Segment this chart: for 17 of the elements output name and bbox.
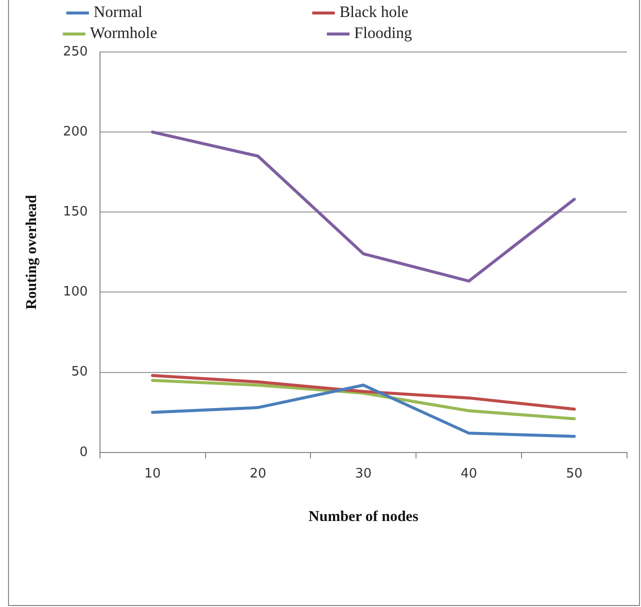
- legend-label: Flooding: [354, 25, 580, 42]
- y-tick-label: 100: [62, 284, 88, 300]
- y-tick-label: 200: [62, 124, 88, 140]
- x-tick-label: 40: [460, 466, 478, 482]
- x-tick-label: 30: [355, 466, 372, 482]
- y-tick-label: 150: [62, 204, 88, 220]
- y-tick-label: 0: [80, 444, 88, 460]
- x-tick-label: 10: [144, 466, 161, 482]
- legend-label: Wormhole: [90, 25, 326, 42]
- y-axis-title: Routing overhead: [24, 194, 40, 310]
- y-tick-label: 250: [62, 44, 88, 60]
- x-tick-label: 20: [250, 466, 266, 482]
- legend-label: Normal: [94, 4, 311, 22]
- x-axis-title: Number of nodes: [308, 508, 418, 525]
- x-tick-label: 50: [566, 466, 583, 482]
- legend-label: Black hole: [340, 4, 576, 22]
- y-tick-label: 50: [71, 364, 88, 380]
